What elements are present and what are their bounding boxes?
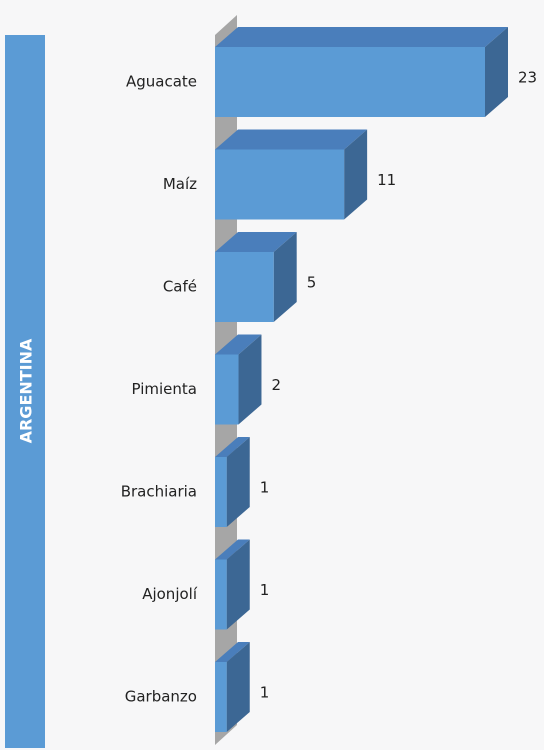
bar-top: [215, 539, 250, 560]
bar: [215, 642, 250, 732]
bar: [215, 129, 368, 220]
bar-side: [226, 539, 250, 630]
value-label: 5: [307, 274, 317, 292]
bar: [215, 539, 250, 630]
bar-side: [273, 232, 297, 322]
bar-top: [215, 27, 508, 47]
bar: [215, 334, 262, 425]
bar-top: [215, 129, 368, 150]
value-label: 23: [518, 69, 537, 87]
group-band: [5, 35, 45, 748]
group-label: ARGENTINA: [17, 338, 36, 443]
bar-front: [215, 149, 345, 220]
bar-top: [215, 334, 262, 355]
category-label: Café: [163, 278, 197, 296]
bar-front: [215, 559, 227, 630]
bar-front: [215, 252, 274, 322]
value-label: 11: [377, 171, 396, 189]
value-label: 2: [271, 376, 281, 394]
bar-side: [226, 642, 250, 732]
category-label: Brachiaria: [121, 483, 197, 501]
value-label: 1: [260, 684, 270, 702]
category-label: Aguacate: [126, 73, 197, 91]
bar-front: [215, 662, 227, 732]
bar-top: [215, 232, 297, 252]
bar-front: [215, 354, 239, 425]
value-label: 1: [260, 479, 270, 497]
bar: [215, 437, 250, 527]
category-label: Maíz: [163, 175, 197, 193]
bar: [215, 232, 297, 322]
bar-side: [344, 129, 368, 220]
bar-side: [226, 437, 250, 527]
bar-top: [215, 642, 250, 662]
bar-side: [238, 334, 262, 425]
category-label: Garbanzo: [125, 688, 197, 706]
category-label: Pimienta: [132, 380, 197, 398]
bar-top: [215, 437, 250, 457]
bar-side: [485, 27, 508, 117]
bar: [215, 27, 508, 117]
bar-front: [215, 457, 227, 527]
bar-front: [215, 47, 485, 117]
value-label: 1: [260, 581, 270, 599]
category-label: Ajonjolí: [142, 585, 198, 603]
